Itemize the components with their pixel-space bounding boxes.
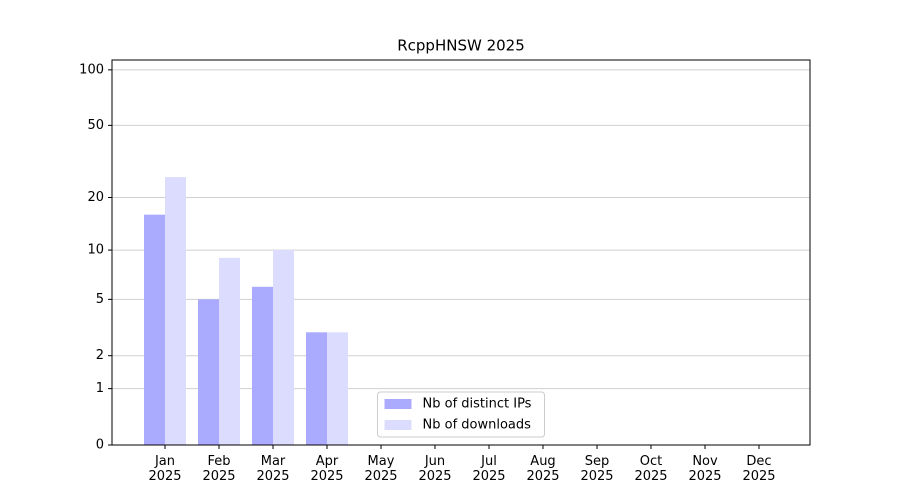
legend-label: Nb of distinct IPs	[423, 397, 532, 412]
bar	[144, 214, 165, 445]
bar	[327, 332, 348, 445]
y-tick-label: 50	[87, 118, 104, 133]
x-tick-label: Oct 2025	[634, 454, 668, 484]
bar	[273, 250, 294, 445]
x-tick-label: Aug 2025	[526, 454, 560, 484]
plot-frame	[111, 59, 811, 446]
x-tick-label: Nov 2025	[688, 454, 722, 484]
x-tick-label: Jan 2025	[148, 454, 182, 484]
x-tick-label: Jun 2025	[418, 454, 452, 484]
x-tick-label: Feb 2025	[202, 454, 236, 484]
bar	[198, 299, 219, 445]
y-tick-label: 2	[96, 348, 104, 363]
x-tick-label: Apr 2025	[310, 454, 344, 484]
bar	[165, 177, 186, 445]
y-tick-label: 20	[87, 190, 104, 205]
x-tick-label: Jul 2025	[472, 454, 506, 484]
legend-swatch	[384, 399, 412, 409]
y-tick-label: 5	[96, 292, 104, 307]
x-tick-label: Sep 2025	[580, 454, 614, 484]
legend-swatch	[384, 420, 412, 430]
x-tick-label: Dec 2025	[742, 454, 776, 484]
bar	[219, 257, 240, 445]
y-tick-label: 10	[87, 243, 104, 258]
legend-label: Nb of downloads	[423, 418, 532, 433]
x-tick-label: Mar 2025	[256, 454, 290, 484]
y-tick-label: 100	[79, 62, 104, 77]
x-tick-label: May 2025	[364, 454, 398, 484]
bar	[252, 286, 273, 445]
legend-box	[377, 391, 545, 438]
y-tick-label: 0	[96, 438, 104, 453]
chart-title: RcppHNSW 2025	[397, 37, 525, 55]
y-tick-label: 1	[96, 381, 104, 396]
bar	[306, 332, 327, 445]
